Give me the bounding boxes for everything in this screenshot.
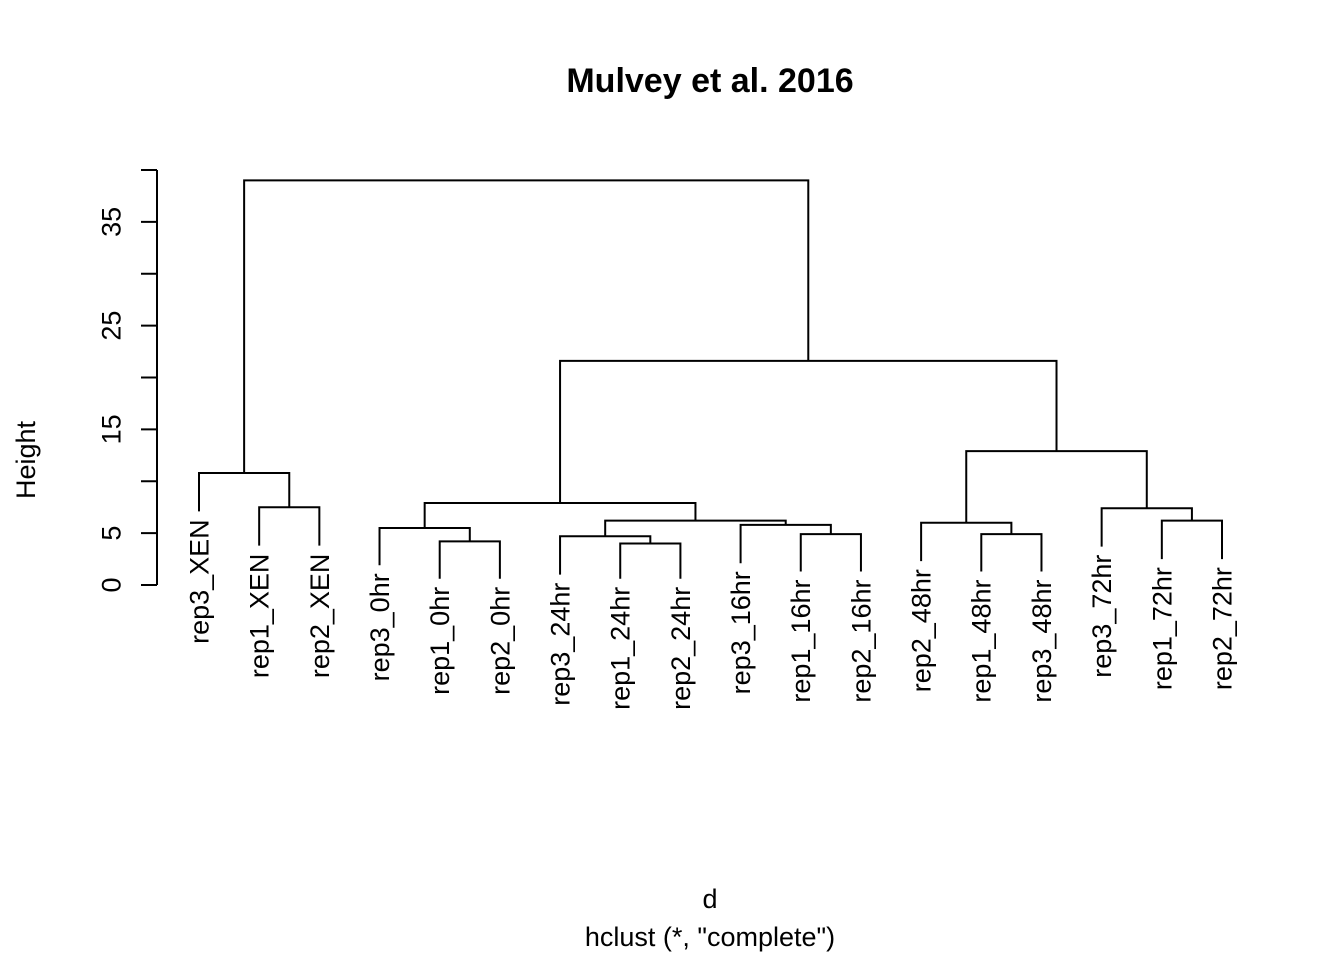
dendrogram-merge [739,523,832,564]
leaf-label: rep2_24hr [666,587,696,710]
dendrogram-merge [604,519,787,537]
dendrogram-merge [198,471,291,512]
dendrogram-branches [198,179,1223,579]
leaf-label: rep3_24hr [546,583,576,706]
dendrogram-merge [1160,519,1223,560]
dendrogram-merge [438,540,501,579]
y-tick-label: 35 [96,207,126,237]
leaf-label: rep2_0hr [485,587,515,695]
leaf-label: rep3_XEN [184,519,214,644]
leaf-label: rep1_16hr [786,580,816,703]
leaf-label: rep3_16hr [726,571,756,694]
y-tick-label: 25 [96,311,126,341]
dendrogram-merge [965,450,1148,523]
dendrogram-merge [980,533,1043,572]
leaf-label: rep1_0hr [425,587,455,695]
y-axis-label: Height [11,420,41,499]
x-axis-label: d [702,884,717,914]
dendrogram-merge [378,526,471,566]
leaf-label: rep1_XEN [245,554,275,679]
y-tick-label: 5 [96,526,126,541]
leaf-label: rep2_48hr [907,569,937,692]
leaf-label: rep2_16hr [846,580,876,703]
dendrogram-merge [258,506,321,546]
y-axis: 0 5 15 25 35 [96,169,158,593]
dendrogram-merge [799,533,862,572]
dendrogram-merge [423,502,697,528]
y-tick-label: 15 [96,414,126,444]
y-tick-label: 0 [96,577,126,592]
dendrogram-merge [619,542,682,579]
dendrogram-merge [559,359,1058,504]
leaf-label: rep3_72hr [1087,555,1117,678]
dendrogram-merge [1100,507,1193,547]
leaf-labels: rep3_XEN rep1_XEN rep2_XEN rep3_0hr rep1_0hr… [184,519,1237,710]
dendrogram-merge [559,535,652,575]
chart-title: Mulvey et al. 2016 [566,62,853,100]
dendrogram-merge [920,521,1013,562]
leaf-label: rep3_48hr [1027,580,1057,703]
leaf-label: rep1_72hr [1147,567,1177,690]
leaf-label: rep3_0hr [365,573,395,681]
dendrogram-merge [243,179,810,473]
leaf-label: rep1_24hr [606,587,636,710]
leaf-label: rep1_48hr [967,580,997,703]
method-subtitle: hclust (*, "complete") [585,922,835,952]
leaf-label: rep2_72hr [1207,567,1237,690]
leaf-label: rep2_XEN [305,554,335,679]
